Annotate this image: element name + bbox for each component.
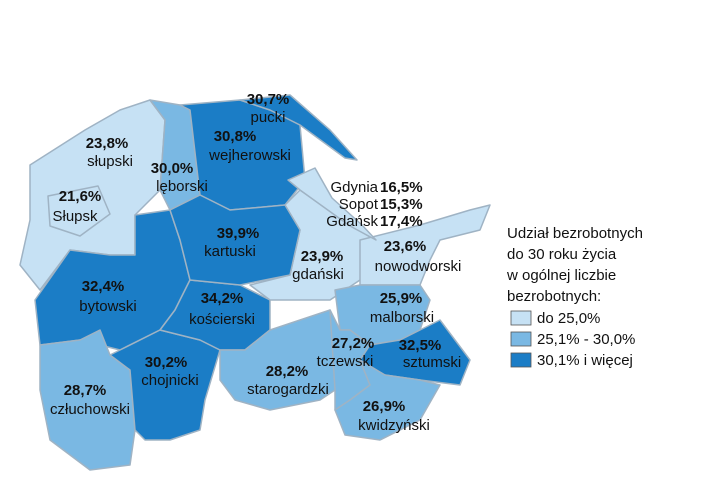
region-name: kościerski xyxy=(189,311,255,328)
legend-swatch xyxy=(510,310,532,326)
region-value: 30,2% xyxy=(145,354,188,371)
city-name: Gdynia xyxy=(330,179,378,196)
region-name: chojnicki xyxy=(141,372,199,389)
region-name: starogardzki xyxy=(247,381,329,398)
regions xyxy=(19,94,491,471)
region-value: 28,2% xyxy=(266,363,309,380)
region-name: słupski xyxy=(87,153,133,170)
region-name: tczewski xyxy=(317,353,374,370)
legend-title: bezrobotnych: xyxy=(507,288,601,305)
city-value: 15,3% xyxy=(380,196,423,213)
region xyxy=(109,329,221,441)
region-value: 23,6% xyxy=(384,238,427,255)
region-name: pucki xyxy=(250,109,285,126)
region-value: 28,7% xyxy=(64,382,107,399)
legend-label: do 25,0% xyxy=(537,310,600,327)
region-name: kartuski xyxy=(204,243,256,260)
region-value: 21,6% xyxy=(59,188,102,205)
legend-swatch xyxy=(510,352,532,368)
region xyxy=(239,94,358,161)
region-value: 23,8% xyxy=(86,135,129,152)
region-value: 23,9% xyxy=(301,248,344,265)
region-name: kwidzyński xyxy=(358,417,430,434)
legend-title: Udział bezrobotnych xyxy=(507,225,643,242)
region-value: 30,7% xyxy=(247,91,290,108)
legend-title: do 30 roku życia xyxy=(507,246,617,263)
region-value: 39,9% xyxy=(217,225,260,242)
region-name: człuchowski xyxy=(50,401,130,418)
region-name: lęborski xyxy=(156,178,208,195)
legend-label: 30,1% i więcej xyxy=(537,352,633,369)
region-value: 26,9% xyxy=(363,398,406,415)
region xyxy=(159,279,271,351)
legend-swatch xyxy=(510,331,532,347)
legend-title: w ogólnej liczbie xyxy=(506,267,616,284)
region-value: 30,0% xyxy=(151,160,194,177)
region-value: 32,4% xyxy=(82,278,125,295)
legend-label: 25,1% - 30,0% xyxy=(537,331,635,348)
region xyxy=(359,204,491,286)
region-name: malborski xyxy=(370,309,434,326)
region-name: nowodworski xyxy=(375,258,462,275)
region-name: Słupsk xyxy=(52,208,98,225)
city-region xyxy=(287,167,377,241)
city-name: Gdańsk xyxy=(326,213,378,230)
region-name: gdański xyxy=(292,266,344,283)
region-value: 30,8% xyxy=(214,128,257,145)
city-value: 17,4% xyxy=(380,213,423,230)
city-name: Sopot xyxy=(339,196,379,213)
region xyxy=(47,185,111,237)
region-name: bytowski xyxy=(79,298,137,315)
region xyxy=(334,359,441,441)
region-value: 27,2% xyxy=(332,335,375,352)
region-name: sztumski xyxy=(403,354,461,371)
region xyxy=(169,194,301,286)
region xyxy=(219,309,341,411)
region-value: 32,5% xyxy=(399,337,442,354)
region-name: wejherowski xyxy=(208,147,291,164)
region-value: 25,9% xyxy=(380,290,423,307)
city-value: 16,5% xyxy=(380,179,423,196)
region-value: 34,2% xyxy=(201,290,244,307)
